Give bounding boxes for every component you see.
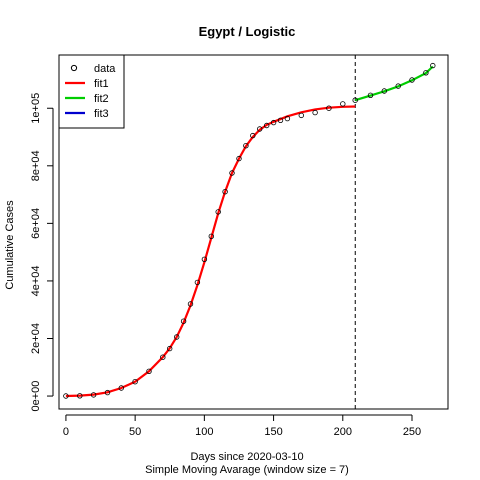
data-point (430, 62, 436, 69)
plot-frame (58, 54, 449, 410)
data-point (63, 393, 69, 399)
data-point (173, 334, 180, 340)
data-point (243, 142, 249, 149)
data-point (264, 122, 270, 129)
legend-box (58, 54, 125, 129)
data-point (77, 393, 83, 399)
data-point (270, 119, 277, 126)
x-tick-label: 200 (334, 426, 352, 438)
data-point (160, 354, 166, 360)
data-point (215, 209, 221, 215)
series-line-fit2 (354, 65, 434, 102)
data-point (367, 92, 374, 98)
data-point (201, 256, 208, 262)
data-point (146, 368, 152, 374)
data-point (166, 345, 173, 352)
y-tick-label: 1e+05 (30, 93, 42, 124)
data-point (132, 379, 138, 385)
y-tick-label: 4e+04 (30, 265, 42, 296)
x-axis-sublabel: Simple Moving Avarage (window size = 7) (145, 464, 349, 476)
data-point (423, 70, 429, 76)
data-point (118, 385, 124, 391)
x-axis-label: Days since 2020-03-10 (190, 451, 303, 463)
legend-label-data: data (94, 63, 116, 75)
x-tick-label: 250 (403, 426, 421, 438)
data-point (180, 318, 187, 324)
data-point (352, 97, 358, 103)
data-point (208, 233, 214, 239)
data-point (284, 115, 291, 122)
x-tick-label: 50 (129, 426, 141, 438)
legend-label-fit2: fit2 (94, 93, 109, 105)
data-point (194, 279, 201, 286)
legend-marker-data (70, 64, 78, 72)
plot-area (58, 54, 449, 410)
chart-title: Egypt / Logistic (199, 24, 296, 39)
y-tick-label: 2e+04 (30, 323, 42, 354)
data-points (63, 62, 436, 399)
data-point (277, 117, 284, 123)
x-axis: 0 50 100 150 200 250 (63, 414, 421, 438)
y-axis: 0e+00 2e+04 4e+04 6e+04 8e+04 1e+05 (30, 93, 54, 412)
data-point (298, 112, 304, 119)
data-point (104, 389, 111, 396)
legend-label-fit3: fit3 (94, 108, 109, 120)
data-point (229, 170, 235, 176)
y-tick-label: 0e+00 (30, 381, 42, 412)
data-point (257, 126, 263, 132)
legend-label-fit1: fit1 (94, 78, 109, 90)
data-point (409, 77, 415, 83)
data-point (222, 188, 228, 195)
data-point (340, 101, 346, 107)
y-tick-label: 8e+04 (30, 150, 42, 181)
y-axis-label: Cumulative Cases (4, 200, 16, 290)
data-point (187, 301, 194, 307)
data-point (381, 88, 387, 94)
data-point (90, 392, 97, 398)
data-point (326, 105, 332, 111)
legend: data fit1 fit2 fit3 (58, 54, 125, 129)
data-point (236, 155, 242, 162)
data-point (250, 132, 256, 139)
x-tick-label: 0 (63, 426, 69, 438)
x-tick-label: 100 (195, 426, 213, 438)
x-tick-label: 150 (264, 426, 282, 438)
data-point (395, 83, 401, 89)
y-tick-label: 6e+04 (30, 208, 42, 239)
data-point (312, 109, 318, 116)
